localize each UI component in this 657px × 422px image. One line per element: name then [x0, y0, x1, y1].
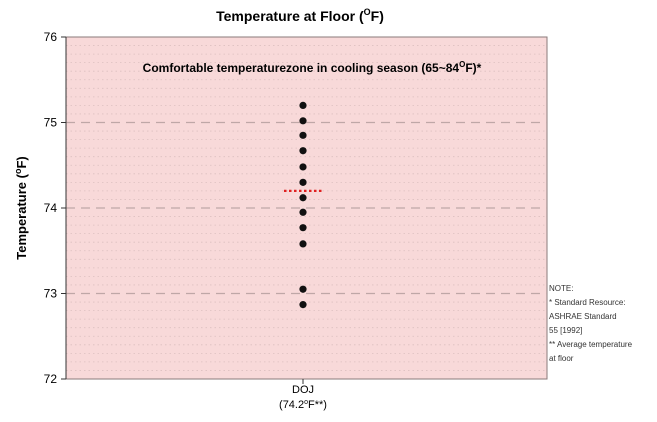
y-tick-label: 72 — [44, 372, 58, 386]
note-line: NOTE: — [549, 284, 574, 293]
data-point — [299, 131, 307, 139]
y-tick-label: 74 — [44, 201, 58, 215]
y-tick-label: 75 — [44, 116, 58, 130]
y-tick-label: 73 — [44, 287, 58, 301]
data-point — [299, 147, 307, 155]
data-point — [299, 285, 307, 293]
note-line: ** Average temperature — [549, 340, 633, 349]
x-category-sublabel: (74.2oF**) — [279, 399, 327, 411]
data-point — [299, 163, 307, 171]
x-category-label: DOJ — [292, 384, 314, 396]
data-point — [299, 101, 307, 109]
y-ticks: 72 73 74 75 76 — [44, 30, 66, 386]
data-point — [299, 240, 307, 248]
data-point — [299, 178, 307, 186]
note-box: NOTE: * Standard Resource: ASHRAE Standa… — [549, 282, 657, 366]
note-line: 55 [1992] — [549, 326, 583, 335]
data-point — [299, 194, 307, 202]
data-points — [299, 101, 307, 309]
y-axis-label: Temperature (oF) — [13, 156, 29, 260]
grid-lines — [66, 45, 547, 371]
note-line: at floor — [549, 354, 574, 363]
data-point — [299, 224, 307, 232]
data-point — [299, 117, 307, 125]
note-line: * Standard Resource: — [549, 298, 626, 307]
y-tick-label: 76 — [44, 30, 58, 44]
data-point — [299, 301, 307, 309]
chart-title: Temperature at Floor (OF) — [216, 7, 384, 24]
comfort-zone-label: Comfortable temperaturezone in cooling s… — [143, 60, 482, 75]
data-point — [299, 208, 307, 216]
note-line: ASHRAE Standard — [549, 312, 617, 321]
